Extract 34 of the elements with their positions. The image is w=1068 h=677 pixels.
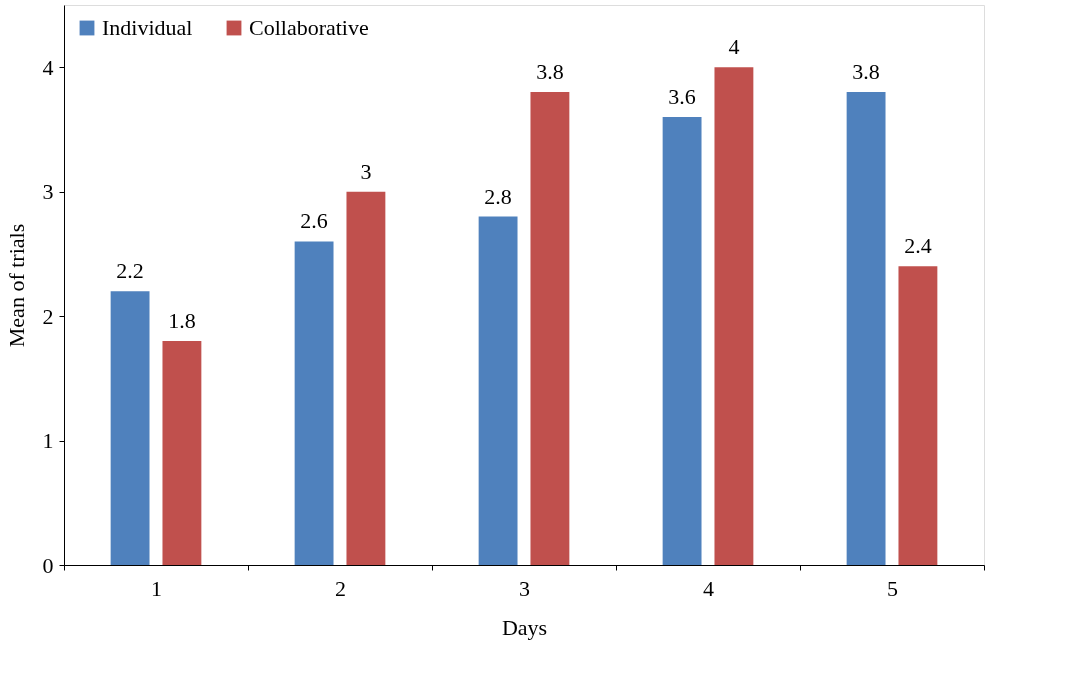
x-tick-label: 2 bbox=[335, 575, 346, 601]
bar bbox=[714, 67, 754, 565]
x-tick-label: 5 bbox=[887, 575, 898, 601]
y-tick-label: 1 bbox=[42, 428, 54, 454]
y-tick-label: 3 bbox=[42, 179, 54, 205]
bar bbox=[846, 92, 886, 565]
y-tick-label: 0 bbox=[42, 552, 54, 578]
bar bbox=[110, 291, 150, 565]
data-label: 3.8 bbox=[852, 59, 880, 85]
y-tick-label: 4 bbox=[42, 54, 54, 80]
data-label: 3.6 bbox=[668, 84, 696, 109]
data-label: 3.8 bbox=[536, 59, 564, 85]
data-label: 2.6 bbox=[300, 208, 328, 234]
bar bbox=[898, 266, 938, 565]
y-axis-title: Mean of trials bbox=[3, 223, 29, 348]
legend-label: Collaborative bbox=[249, 15, 369, 40]
x-axis-title: Days bbox=[501, 614, 548, 640]
data-label: 3 bbox=[360, 158, 372, 184]
bar bbox=[162, 341, 202, 565]
data-label: 1.8 bbox=[168, 308, 196, 333]
x-tick-label: 3 bbox=[519, 575, 530, 601]
data-label: 2.2 bbox=[116, 258, 144, 284]
bar bbox=[530, 92, 570, 565]
bar bbox=[294, 241, 334, 565]
x-tick-label: 4 bbox=[703, 575, 714, 601]
bar bbox=[662, 117, 702, 565]
y-tick-label: 2 bbox=[42, 303, 54, 329]
bar bbox=[478, 216, 518, 565]
bar bbox=[346, 191, 386, 565]
data-label: 4 bbox=[728, 34, 740, 60]
data-label: 2.4 bbox=[904, 233, 932, 259]
data-label: 2.8 bbox=[484, 183, 512, 209]
legend-label: Individual bbox=[102, 15, 193, 40]
x-tick-label: 1 bbox=[151, 575, 162, 601]
